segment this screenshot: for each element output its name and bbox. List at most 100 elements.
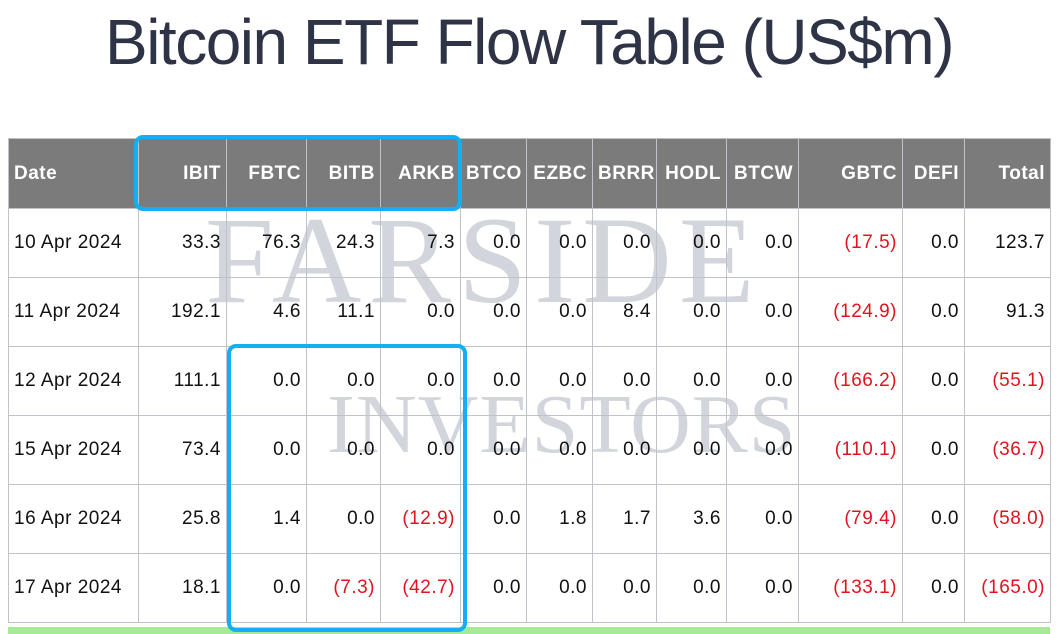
cell-ezbc: 0.0 xyxy=(526,553,593,623)
table-row: 11 Apr 2024 192.1 4.6 11.1 0.0 0.0 0.0 8… xyxy=(8,277,1051,347)
cell-total: (165.0) xyxy=(964,553,1051,623)
cell-fbtc: 0.0 xyxy=(226,553,307,623)
col-header-brrr: BRRR xyxy=(592,138,657,209)
cell-brrr: 8.4 xyxy=(592,277,657,347)
col-header-gbtc: GBTC xyxy=(798,138,903,209)
cell-brrr: 1.7 xyxy=(592,484,657,554)
col-header-total: Total xyxy=(964,138,1051,209)
cell-fbtc: 1.4 xyxy=(226,484,307,554)
cell-hodl: 0.0 xyxy=(656,208,727,278)
cell-btcw: 0.0 xyxy=(726,484,799,554)
cell-defi: 0.0 xyxy=(902,415,965,485)
cell-ezbc: 0.0 xyxy=(526,208,593,278)
cell-ezbc: 0.0 xyxy=(526,346,593,416)
page-title: Bitcoin ETF Flow Table (US$m) xyxy=(105,6,955,78)
col-header-btco: BTCO xyxy=(460,138,527,209)
cell-arkb: 0.0 xyxy=(380,277,461,347)
cell-ezbc: 0.0 xyxy=(526,277,593,347)
cell-ibit: 18.1 xyxy=(138,553,227,623)
cell-defi: 0.0 xyxy=(902,346,965,416)
table-bottom-border xyxy=(8,627,1050,634)
table-row: 16 Apr 2024 25.8 1.4 0.0 (12.9) 0.0 1.8 … xyxy=(8,484,1051,554)
col-header-hodl: HODL xyxy=(656,138,727,209)
col-header-btcw: BTCW xyxy=(726,138,799,209)
cell-ezbc: 0.0 xyxy=(526,415,593,485)
cell-brrr: 0.0 xyxy=(592,208,657,278)
cell-bitb: 0.0 xyxy=(306,484,381,554)
cell-btco: 0.0 xyxy=(460,208,527,278)
cell-btcw: 0.0 xyxy=(726,553,799,623)
table-row: 15 Apr 2024 73.4 0.0 0.0 0.0 0.0 0.0 0.0… xyxy=(8,415,1051,485)
cell-total: 91.3 xyxy=(964,277,1051,347)
etf-flow-table: Date IBIT FBTC BITB ARKB BTCO EZBC BRRR … xyxy=(8,138,1051,623)
col-header-arkb: ARKB xyxy=(380,138,461,209)
cell-date: 12 Apr 2024 xyxy=(8,346,139,416)
cell-defi: 0.0 xyxy=(902,553,965,623)
cell-btco: 0.0 xyxy=(460,484,527,554)
cell-brrr: 0.0 xyxy=(592,553,657,623)
cell-arkb: 0.0 xyxy=(380,346,461,416)
cell-btcw: 0.0 xyxy=(726,208,799,278)
cell-date: 11 Apr 2024 xyxy=(8,277,139,347)
cell-hodl: 0.0 xyxy=(656,415,727,485)
cell-gbtc: (17.5) xyxy=(798,208,903,278)
col-header-ibit: IBIT xyxy=(138,138,227,209)
cell-hodl: 0.0 xyxy=(656,346,727,416)
cell-hodl: 3.6 xyxy=(656,484,727,554)
cell-total: 123.7 xyxy=(964,208,1051,278)
cell-bitb: 11.1 xyxy=(306,277,381,347)
cell-date: 15 Apr 2024 xyxy=(8,415,139,485)
cell-hodl: 0.0 xyxy=(656,277,727,347)
col-header-date: Date xyxy=(8,138,139,209)
cell-ibit: 111.1 xyxy=(138,346,227,416)
cell-brrr: 0.0 xyxy=(592,346,657,416)
cell-arkb: (12.9) xyxy=(380,484,461,554)
cell-hodl: 0.0 xyxy=(656,553,727,623)
cell-gbtc: (166.2) xyxy=(798,346,903,416)
cell-arkb: 0.0 xyxy=(380,415,461,485)
table-row: 12 Apr 2024 111.1 0.0 0.0 0.0 0.0 0.0 0.… xyxy=(8,346,1051,416)
col-header-fbtc: FBTC xyxy=(226,138,307,209)
col-header-defi: DEFI xyxy=(902,138,965,209)
cell-btco: 0.0 xyxy=(460,277,527,347)
cell-btco: 0.0 xyxy=(460,346,527,416)
cell-ezbc: 1.8 xyxy=(526,484,593,554)
cell-ibit: 25.8 xyxy=(138,484,227,554)
cell-total: (36.7) xyxy=(964,415,1051,485)
cell-bitb: 0.0 xyxy=(306,346,381,416)
cell-defi: 0.0 xyxy=(902,277,965,347)
cell-btco: 0.0 xyxy=(460,553,527,623)
cell-btcw: 0.0 xyxy=(726,277,799,347)
cell-arkb: 7.3 xyxy=(380,208,461,278)
cell-gbtc: (110.1) xyxy=(798,415,903,485)
table-header-row: Date IBIT FBTC BITB ARKB BTCO EZBC BRRR … xyxy=(8,138,1051,209)
cell-ibit: 33.3 xyxy=(138,208,227,278)
table-row: 10 Apr 2024 33.3 76.3 24.3 7.3 0.0 0.0 0… xyxy=(8,208,1051,278)
col-header-bitb: BITB xyxy=(306,138,381,209)
cell-total: (55.1) xyxy=(964,346,1051,416)
cell-btcw: 0.0 xyxy=(726,346,799,416)
cell-brrr: 0.0 xyxy=(592,415,657,485)
cell-fbtc: 76.3 xyxy=(226,208,307,278)
col-header-ezbc: EZBC xyxy=(526,138,593,209)
table-row: 17 Apr 2024 18.1 0.0 (7.3) (42.7) 0.0 0.… xyxy=(8,553,1051,623)
cell-fbtc: 0.0 xyxy=(226,415,307,485)
cell-fbtc: 4.6 xyxy=(226,277,307,347)
cell-date: 16 Apr 2024 xyxy=(8,484,139,554)
cell-defi: 0.0 xyxy=(902,208,965,278)
cell-arkb: (42.7) xyxy=(380,553,461,623)
cell-fbtc: 0.0 xyxy=(226,346,307,416)
cell-btco: 0.0 xyxy=(460,415,527,485)
cell-gbtc: (79.4) xyxy=(798,484,903,554)
cell-date: 17 Apr 2024 xyxy=(8,553,139,623)
cell-ibit: 192.1 xyxy=(138,277,227,347)
cell-ibit: 73.4 xyxy=(138,415,227,485)
cell-date: 10 Apr 2024 xyxy=(8,208,139,278)
cell-gbtc: (124.9) xyxy=(798,277,903,347)
cell-bitb: (7.3) xyxy=(306,553,381,623)
cell-defi: 0.0 xyxy=(902,484,965,554)
cell-gbtc: (133.1) xyxy=(798,553,903,623)
cell-total: (58.0) xyxy=(964,484,1051,554)
cell-bitb: 0.0 xyxy=(306,415,381,485)
cell-btcw: 0.0 xyxy=(726,415,799,485)
